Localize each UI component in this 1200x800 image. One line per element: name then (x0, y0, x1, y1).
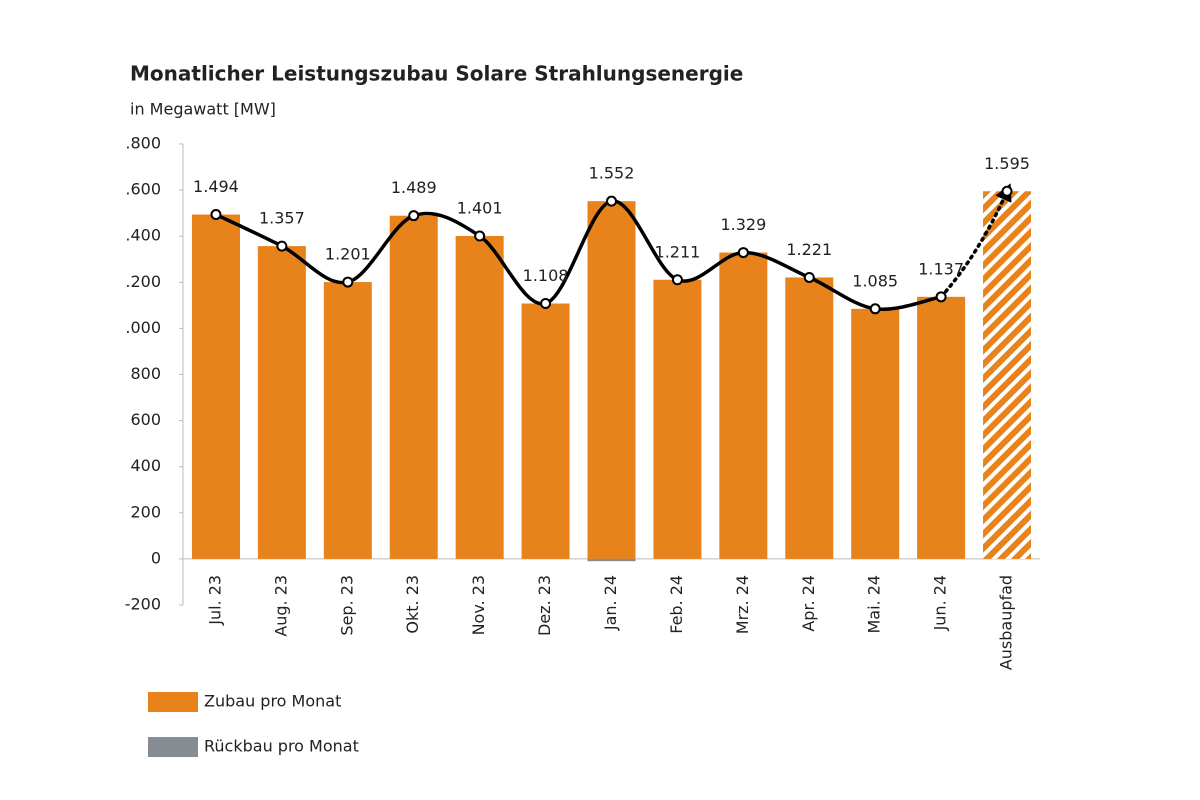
bar (191, 214, 240, 559)
x-tick-label: Aug. 23 (271, 575, 290, 637)
bar (917, 296, 966, 559)
point (1001, 185, 1013, 197)
value-label: 1.357 (259, 209, 305, 228)
bar (323, 282, 372, 559)
point (869, 303, 881, 315)
bar (587, 558, 636, 562)
bar (785, 277, 834, 559)
x-tick-label: Ausbaupfad (997, 575, 1016, 670)
x-tick-label: Apr. 24 (799, 575, 818, 632)
bar (653, 279, 702, 559)
point (803, 271, 815, 283)
value-label: 1.137 (918, 259, 964, 278)
point (737, 247, 749, 259)
value-label: 1.552 (589, 164, 635, 183)
legend-label: Rückbau pro Monat (204, 737, 359, 756)
value-label: 1.085 (852, 271, 898, 290)
point (540, 298, 552, 310)
legend-label: Zubau pro Monat (204, 692, 341, 711)
value-label: 1.221 (786, 240, 832, 259)
legend-swatch (148, 692, 198, 712)
y-tick-label: .800 (125, 134, 161, 153)
x-tick-label: Sep. 23 (337, 575, 356, 636)
legend-swatch (148, 737, 198, 757)
y-tick-label: .600 (125, 180, 161, 199)
y-tick-label: 600 (130, 410, 161, 429)
point (935, 291, 947, 303)
x-tick-label: Nov. 23 (469, 575, 488, 636)
x-tick-label: Jun. 24 (931, 575, 950, 632)
point (671, 274, 683, 286)
value-label: 1.595 (984, 154, 1030, 173)
y-tick-label: -200 (125, 595, 161, 614)
value-label: 1.494 (193, 177, 239, 196)
point (210, 209, 222, 221)
value-label: 1.401 (457, 198, 503, 217)
bar (389, 215, 438, 559)
x-tick-label: Jan. 24 (601, 575, 620, 631)
y-tick-label: .200 (125, 272, 161, 291)
x-tick-label: Mai. 24 (865, 575, 884, 634)
x-tick-label: Feb. 24 (667, 575, 686, 634)
bar (587, 201, 636, 559)
chart-subtitle: in Megawatt [MW] (130, 100, 276, 119)
value-label: 1.489 (391, 178, 437, 197)
value-label: 1.329 (720, 215, 766, 234)
y-tick-label: 800 (130, 364, 161, 383)
y-tick-label: .000 (125, 318, 161, 337)
bar (983, 191, 1032, 559)
x-tick-label: Okt. 23 (403, 575, 422, 634)
point (342, 276, 354, 288)
chart-title: Monatlicher Leistungszubau Solare Strahl… (130, 62, 743, 86)
point (606, 195, 617, 207)
value-label: 1.201 (325, 245, 371, 264)
bar (455, 235, 504, 559)
x-tick-label: Mrz. 24 (733, 575, 752, 634)
bar (719, 252, 768, 559)
y-tick-label: 0 (151, 548, 161, 567)
y-tick-label: 400 (130, 456, 161, 475)
value-label: 1.211 (655, 242, 701, 261)
bar (257, 246, 306, 559)
forecast-line (939, 183, 1012, 299)
y-tick-label: 200 (130, 502, 161, 521)
value-label: 1.108 (523, 266, 569, 285)
bar (521, 303, 570, 559)
x-tick-label: Jul. 23 (205, 575, 224, 626)
point (408, 210, 420, 222)
bar (851, 308, 900, 559)
point (474, 230, 486, 242)
point (276, 240, 288, 252)
x-tick-label: Dez. 23 (535, 575, 554, 636)
y-tick-label: .400 (125, 226, 161, 245)
